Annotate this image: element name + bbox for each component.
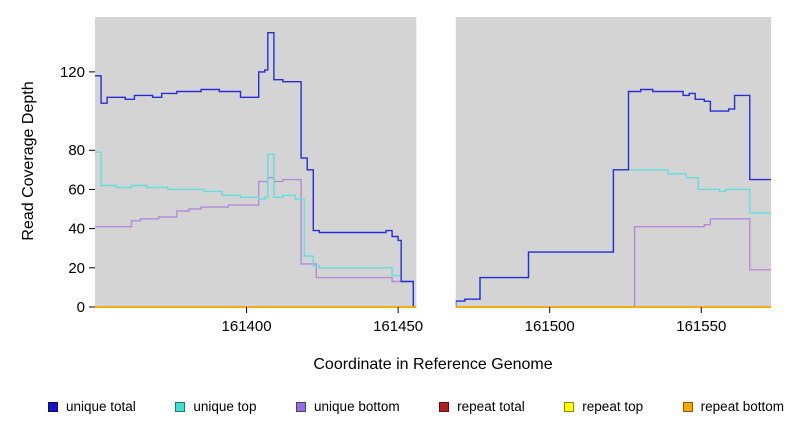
y-tick-label: 120 bbox=[60, 64, 85, 81]
series-unique-bottom bbox=[95, 177, 771, 308]
series-unique-total bbox=[95, 32, 771, 308]
legend-item: unique bottom bbox=[296, 399, 400, 414]
legend-swatch bbox=[439, 401, 450, 412]
x-tick-label: 161450 bbox=[373, 318, 423, 335]
coverage-plot: 161400 161450 161500 161550 0 20 40 60 80 120 bbox=[60, 15, 771, 335]
y-axis-label: Read Coverage Depth bbox=[20, 81, 37, 241]
legend-swatch bbox=[175, 401, 186, 412]
legend-label: repeat bottom bbox=[700, 399, 784, 414]
legend-label: unique top bbox=[193, 399, 257, 414]
y-tick-label: 40 bbox=[68, 221, 85, 238]
y-tick-label: 80 bbox=[68, 142, 85, 159]
legend-swatch bbox=[682, 401, 693, 412]
legend-label: unique total bbox=[66, 399, 136, 414]
legend-swatch bbox=[296, 401, 307, 412]
legend-item: repeat top bbox=[564, 399, 643, 414]
legend-item: repeat bottom bbox=[682, 399, 784, 414]
y-tick-label: 20 bbox=[68, 260, 85, 277]
legend-swatch bbox=[564, 401, 575, 412]
gap-region bbox=[416, 15, 456, 308]
legend: unique total unique top unique bottom repea… bbox=[48, 399, 784, 414]
y-tick-label: 0 bbox=[77, 299, 85, 316]
series-unique-top bbox=[95, 151, 771, 308]
legend-swatch bbox=[48, 401, 58, 412]
x-tick-label: 161400 bbox=[222, 318, 272, 335]
legend-label: unique bottom bbox=[314, 399, 400, 414]
x-tick-label: 161500 bbox=[525, 318, 575, 335]
legend-label: repeat top bbox=[582, 399, 644, 414]
y-tick-label: 60 bbox=[68, 181, 85, 198]
x-tick-label: 161550 bbox=[676, 318, 726, 335]
legend-label: repeat total bbox=[457, 399, 525, 414]
legend-item: unique top bbox=[175, 399, 256, 414]
legend-item: unique total bbox=[48, 399, 136, 414]
legend-item: repeat total bbox=[439, 399, 525, 414]
x-axis-label: Coordinate in Reference Genome bbox=[313, 356, 553, 373]
